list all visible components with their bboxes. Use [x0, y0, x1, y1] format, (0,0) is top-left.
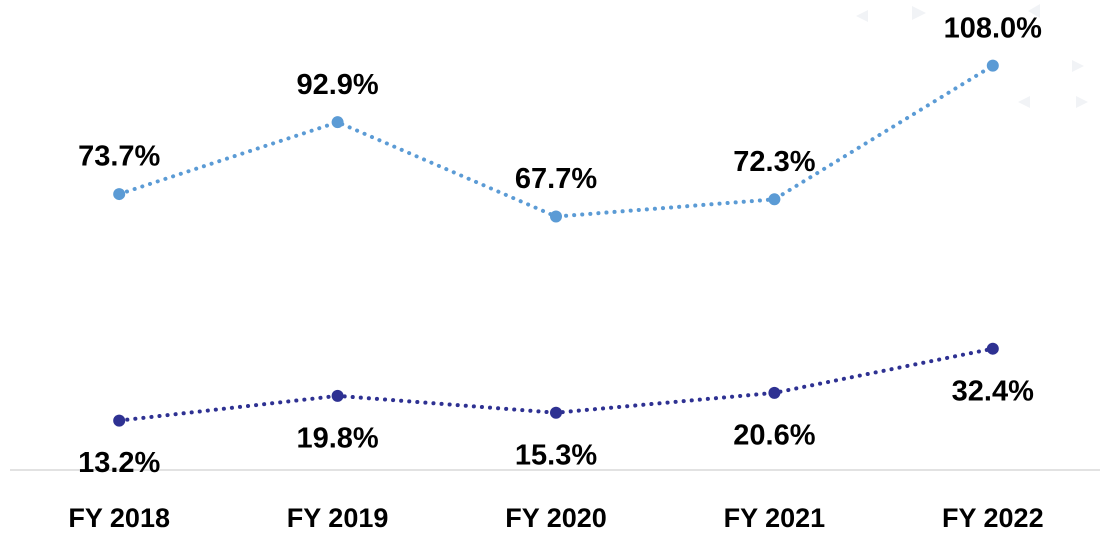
- point: [986, 342, 999, 355]
- data-label: 108.0%: [944, 12, 1043, 44]
- point: [550, 406, 562, 419]
- point: [113, 188, 126, 201]
- data-label: 72.3%: [733, 146, 815, 178]
- point: [331, 116, 344, 129]
- point: [768, 193, 781, 206]
- data-label: 13.2%: [78, 447, 160, 479]
- point: [550, 210, 562, 223]
- data-label: 73.7%: [78, 141, 160, 173]
- data-label: 67.7%: [515, 163, 597, 195]
- x-tick-label: FY 2018: [68, 503, 170, 533]
- x-tick-label: FY 2020: [505, 503, 607, 533]
- data-label: 20.6%: [733, 420, 815, 452]
- x-tick-label: FY 2021: [724, 503, 826, 533]
- x-tick-label: FY 2019: [287, 503, 389, 533]
- point: [768, 386, 781, 399]
- x-tick-label: FY 2022: [942, 503, 1044, 533]
- data-label: 19.8%: [296, 423, 378, 455]
- data-label: 32.4%: [952, 375, 1034, 407]
- point: [986, 59, 999, 72]
- point: [113, 414, 126, 427]
- decoration: [856, 4, 1088, 108]
- data-label: 92.9%: [296, 69, 378, 101]
- data-label: 15.3%: [515, 439, 597, 471]
- point: [331, 389, 344, 402]
